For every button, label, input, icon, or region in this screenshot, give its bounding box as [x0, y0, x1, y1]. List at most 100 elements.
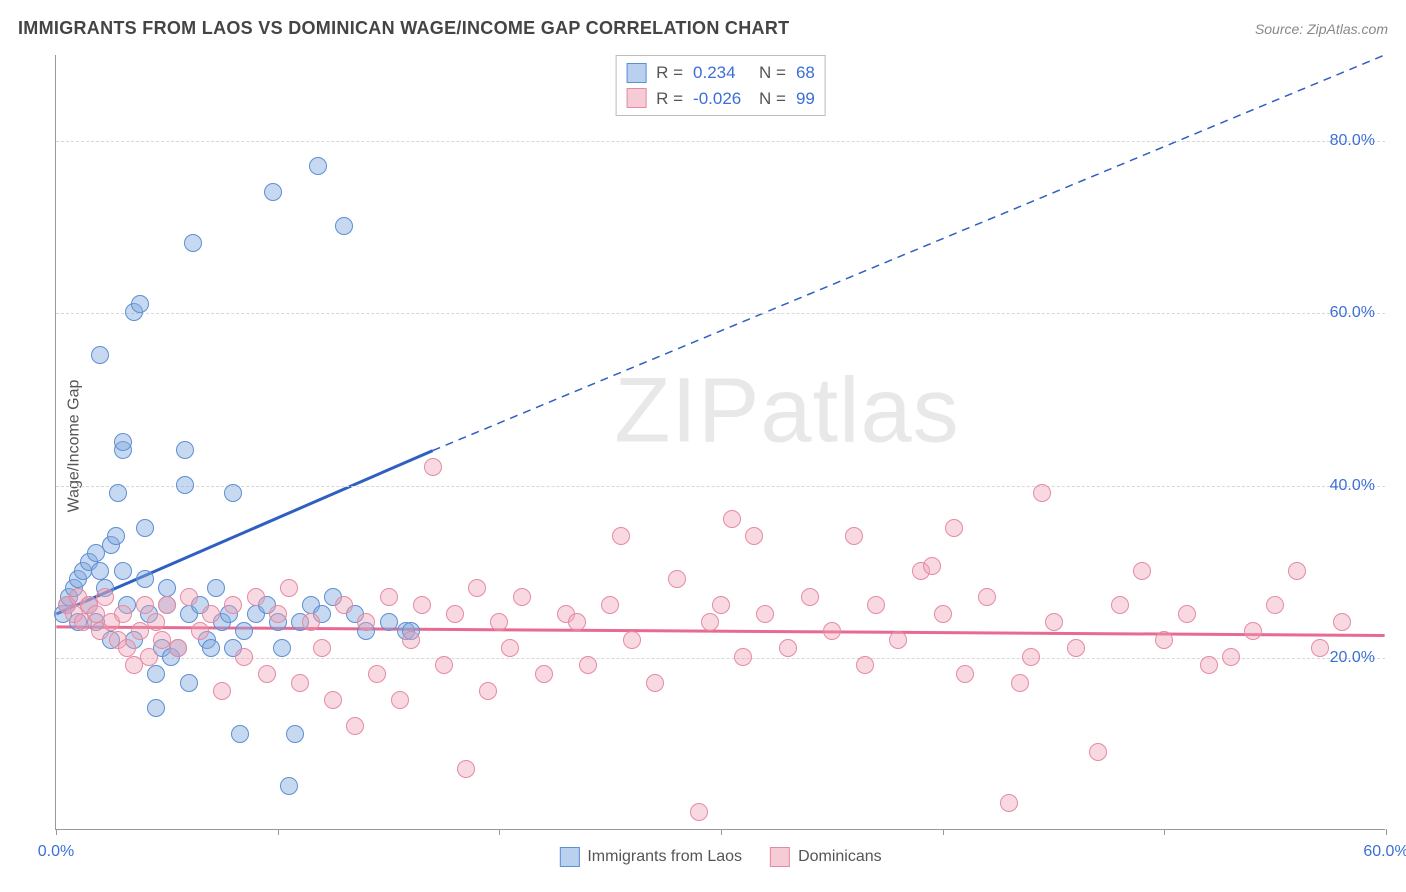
scatter-point-a [147, 699, 165, 717]
scatter-point-b [745, 527, 763, 545]
scatter-point-b [247, 588, 265, 606]
scatter-point-b [1244, 622, 1262, 640]
series-legend: Immigrants from Laos Dominicans [559, 847, 881, 867]
scatter-point-b [235, 648, 253, 666]
scatter-point-a [207, 579, 225, 597]
source-attribution: Source: ZipAtlas.com [1255, 21, 1388, 37]
x-tick [943, 829, 944, 835]
scatter-point-a [114, 433, 132, 451]
scatter-point-b [1133, 562, 1151, 580]
scatter-point-b [202, 605, 220, 623]
scatter-point-b [479, 682, 497, 700]
scatter-point-b [291, 674, 309, 692]
scatter-point-b [801, 588, 819, 606]
scatter-point-b [934, 605, 952, 623]
legend-swatch-laos [559, 847, 579, 867]
y-tick-label: 80.0% [1330, 132, 1375, 150]
series-legend-label: Immigrants from Laos [587, 848, 742, 866]
scatter-point-b [646, 674, 664, 692]
scatter-point-b [756, 605, 774, 623]
scatter-point-b [601, 596, 619, 614]
scatter-point-b [402, 631, 420, 649]
scatter-point-b [956, 665, 974, 683]
scatter-point-b [1067, 639, 1085, 657]
scatter-point-b [1022, 648, 1040, 666]
scatter-point-b [568, 613, 586, 631]
scatter-point-b [490, 613, 508, 631]
series-legend-item: Immigrants from Laos [559, 847, 742, 867]
x-tick-label: 0.0% [38, 843, 74, 861]
scatter-point-b [313, 639, 331, 657]
gridline-horizontal [56, 486, 1385, 487]
scatter-point-b [191, 622, 209, 640]
n-value: 99 [796, 86, 815, 112]
scatter-point-b [1311, 639, 1329, 657]
scatter-point-b [734, 648, 752, 666]
scatter-point-b [889, 631, 907, 649]
scatter-point-b [446, 605, 464, 623]
scatter-point-b [118, 639, 136, 657]
scatter-point-b [867, 596, 885, 614]
scatter-point-a [184, 234, 202, 252]
scatter-point-b [269, 605, 287, 623]
scatter-point-b [413, 596, 431, 614]
scatter-point-b [1111, 596, 1129, 614]
x-tick [278, 829, 279, 835]
scatter-point-b [258, 665, 276, 683]
trend-line-b [56, 627, 1384, 636]
scatter-point-b [140, 648, 158, 666]
r-value: -0.026 [693, 86, 749, 112]
scatter-point-b [712, 596, 730, 614]
scatter-point-a [107, 527, 125, 545]
scatter-point-b [180, 588, 198, 606]
scatter-point-b [302, 613, 320, 631]
y-tick-label: 60.0% [1330, 304, 1375, 322]
scatter-point-b [845, 527, 863, 545]
scatter-point-b [923, 557, 941, 575]
scatter-point-b [158, 596, 176, 614]
series-legend-item: Dominicans [770, 847, 882, 867]
correlation-legend-row: R = -0.026 N = 99 [626, 86, 815, 112]
scatter-point-b [435, 656, 453, 674]
scatter-point-b [368, 665, 386, 683]
scatter-point-b [1155, 631, 1173, 649]
scatter-point-b [457, 760, 475, 778]
correlation-legend: R = 0.234 N = 68 R = -0.026 N = 99 [615, 55, 826, 116]
scatter-point-a [286, 725, 304, 743]
scatter-point-b [357, 613, 375, 631]
chart-header: IMMIGRANTS FROM LAOS VS DOMINICAN WAGE/I… [18, 18, 1388, 39]
n-label: N = [759, 86, 786, 112]
gridline-horizontal [56, 141, 1385, 142]
scatter-point-b [1089, 743, 1107, 761]
scatter-point-a [202, 639, 220, 657]
scatter-point-b [224, 596, 242, 614]
scatter-point-b [335, 596, 353, 614]
r-value: 0.234 [693, 60, 749, 86]
correlation-legend-row: R = 0.234 N = 68 [626, 60, 815, 86]
gridline-horizontal [56, 313, 1385, 314]
scatter-point-b [468, 579, 486, 597]
scatter-point-b [346, 717, 364, 735]
scatter-point-a [91, 346, 109, 364]
scatter-point-a [235, 622, 253, 640]
scatter-point-a [273, 639, 291, 657]
scatter-point-b [1000, 794, 1018, 812]
scatter-point-b [1200, 656, 1218, 674]
r-label: R = [656, 86, 683, 112]
source-label: Source: [1255, 21, 1303, 37]
scatter-point-a [147, 665, 165, 683]
scatter-point-b [535, 665, 553, 683]
r-label: R = [656, 60, 683, 86]
scatter-point-b [114, 605, 132, 623]
scatter-point-a [176, 476, 194, 494]
scatter-point-b [612, 527, 630, 545]
x-tick [56, 829, 57, 835]
scatter-point-b [1033, 484, 1051, 502]
scatter-point-a [335, 217, 353, 235]
scatter-point-b [1045, 613, 1063, 631]
watermark-text: ZIPatlas [614, 359, 959, 464]
n-value: 68 [796, 60, 815, 86]
scatter-point-b [169, 639, 187, 657]
scatter-point-b [213, 682, 231, 700]
scatter-point-a [224, 484, 242, 502]
